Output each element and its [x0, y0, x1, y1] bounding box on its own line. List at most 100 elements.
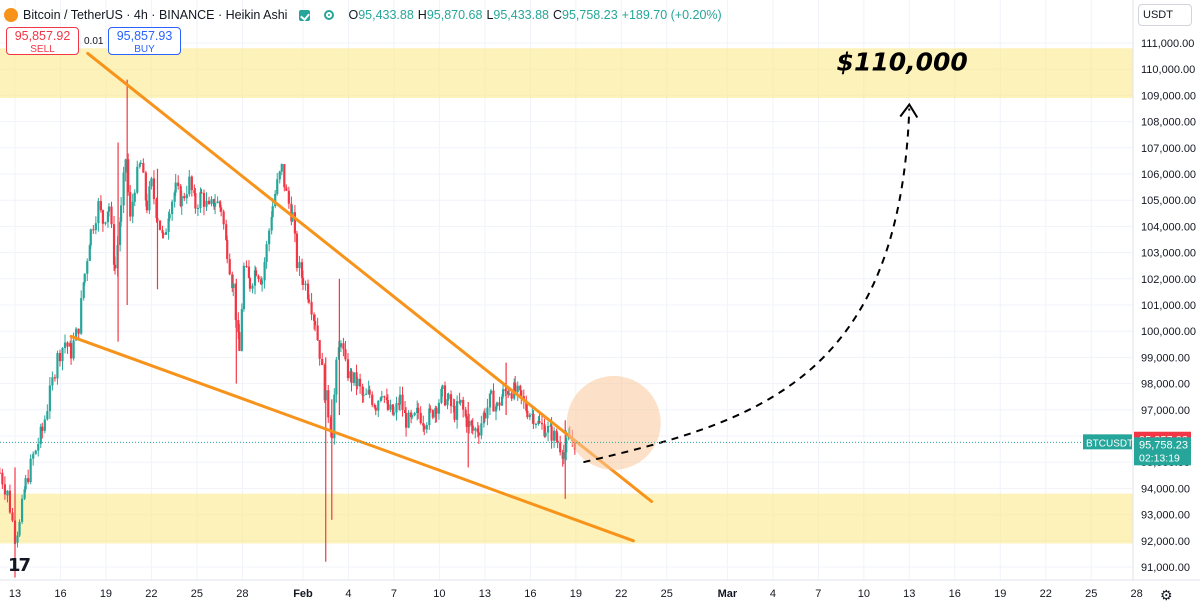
time-tick-label: 10	[433, 588, 445, 600]
candle-body	[190, 176, 193, 191]
time-tick-label: 7	[391, 588, 397, 600]
candle-body	[150, 178, 153, 187]
candle-body	[342, 343, 345, 350]
candle-body	[83, 273, 86, 283]
ohlc-item: C95,758.23	[553, 8, 622, 22]
candle-body	[56, 353, 59, 363]
candle-body	[313, 314, 316, 321]
candle-body	[92, 229, 95, 231]
candle-body	[500, 396, 504, 406]
candle-body	[124, 159, 127, 173]
candle-body	[383, 396, 386, 398]
candle-body	[556, 440, 559, 443]
candle-body	[295, 233, 299, 269]
time-tick-label: 25	[661, 588, 673, 600]
candle-body	[298, 262, 301, 269]
candle-body	[3, 484, 6, 495]
price-tick-label: 100,000.00	[1141, 326, 1196, 338]
price-tick-label: 101,000.00	[1141, 300, 1196, 312]
candle-body	[565, 438, 568, 453]
ohlc-value: 95,870.68	[426, 8, 483, 22]
projection-arrow-path	[583, 108, 911, 464]
wedge-trendline	[69, 334, 635, 543]
candle-body	[110, 206, 113, 225]
candle-body	[379, 397, 382, 401]
candle-body	[112, 224, 116, 265]
price-tick-label: 99,000.00	[1141, 352, 1190, 364]
candle-body	[145, 200, 148, 211]
candle-body	[465, 416, 468, 427]
breakout-highlight-circle	[566, 375, 661, 470]
candle-body	[97, 201, 100, 224]
candle-body	[310, 302, 313, 315]
candle-body	[333, 394, 336, 439]
candle-body	[562, 452, 565, 459]
chart-legend: Bitcoin / TetherUS · 4h · BINANCE · Heik…	[4, 5, 726, 25]
ohlc-key: L	[486, 8, 494, 22]
candle-body	[423, 425, 426, 430]
candle-body	[222, 211, 225, 225]
candle-body	[300, 262, 304, 278]
currency-select[interactable]: USDT	[1138, 4, 1192, 26]
candle-body	[304, 283, 307, 285]
candle-body	[528, 414, 531, 418]
candle-body	[404, 413, 408, 428]
candle-body	[196, 207, 200, 209]
symbol-title[interactable]: Bitcoin / TetherUS · 4h · BINANCE · Heik…	[23, 8, 288, 22]
candle-body	[188, 176, 191, 195]
buy-price: 95,857.93	[116, 29, 173, 43]
candle-body	[425, 425, 428, 430]
ohlc-values: O95,433.88 H95,870.68 L95,433.88 C95,758.23…	[348, 8, 725, 22]
candle-body	[131, 201, 134, 217]
ohlc-value: 95,433.88	[358, 8, 414, 22]
candle-body	[471, 425, 474, 431]
candle-body	[260, 280, 264, 285]
sell-price: 95,857.92	[14, 29, 71, 43]
candle-body	[440, 388, 443, 403]
candle-body	[180, 196, 183, 207]
candle-body	[443, 385, 447, 406]
price-tick-label: 94,000.00	[1141, 483, 1190, 495]
price-tick-label: 97,000.00	[1141, 405, 1190, 417]
time-tick-label: 22	[145, 588, 157, 600]
sell-label: SELL	[30, 44, 55, 55]
sell-button[interactable]: 95,857.92 SELL	[6, 27, 79, 55]
candle-body	[120, 205, 123, 222]
candle-body	[410, 412, 413, 418]
ohlc-key: C	[553, 8, 563, 22]
candle-body	[39, 426, 42, 445]
candle-body	[136, 166, 139, 193]
ohlc-value: 95,433.88	[493, 8, 549, 22]
time-tick-label: Mar	[718, 588, 738, 600]
candle-body	[161, 229, 164, 234]
candle-body	[422, 423, 425, 426]
candle-body	[58, 353, 62, 362]
candle-body	[254, 270, 258, 276]
candle-body	[1, 472, 4, 485]
candle-body	[329, 417, 332, 433]
candle-body	[350, 371, 353, 383]
candle-body	[171, 201, 174, 215]
market-open-flag-icon[interactable]	[299, 9, 311, 21]
candle-body	[212, 199, 216, 207]
candle-body	[104, 222, 107, 224]
ohlc-value: 95,758.23	[562, 8, 618, 22]
candle-body	[155, 199, 158, 219]
ohlc-value: +189.70 (+0.20%)	[621, 8, 722, 22]
candle-body	[447, 394, 450, 400]
candle-body	[520, 390, 523, 397]
price-tick-label: 104,000.00	[1141, 221, 1196, 233]
candle-body	[88, 245, 91, 262]
candle-body	[401, 394, 404, 410]
candle-body	[477, 432, 480, 436]
candle-body	[544, 432, 547, 437]
candle-body	[283, 164, 286, 188]
price-tick-label: 111,000.00	[1141, 38, 1194, 50]
candle-body	[41, 426, 44, 431]
candle-body	[213, 203, 217, 207]
candle-body	[89, 229, 92, 246]
buy-button[interactable]: 95,857.93 BUY	[108, 27, 181, 55]
settings-gear-icon[interactable]: ⚙	[1160, 587, 1173, 603]
candle-body	[516, 385, 519, 392]
